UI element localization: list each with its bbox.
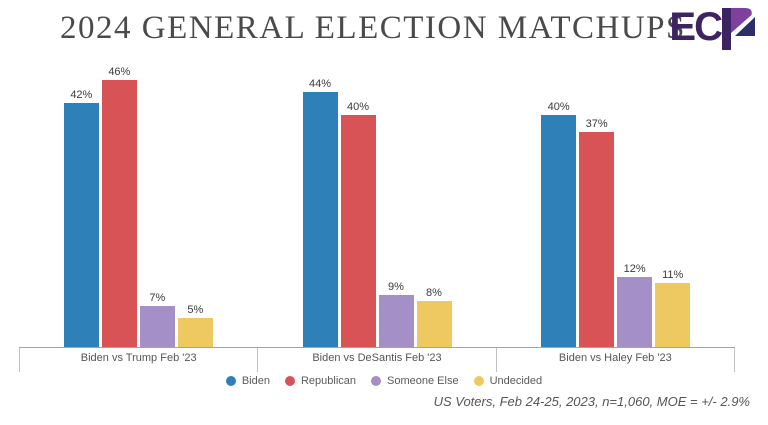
bar-group-1: 42% 46% 7% 5% xyxy=(19,57,258,347)
bar-wrap-republican: 46% xyxy=(101,57,137,347)
bar-value-label: 42% xyxy=(70,89,93,102)
legend-item-biden: Biden xyxy=(225,375,270,387)
plot-area: 42% 46% 7% 5% 44% 40% 9% 8% 40% 37% 12% 11% xyxy=(19,57,735,347)
bar-value-label: 9% xyxy=(388,280,404,293)
election-matchups-chart: 42% 46% 7% 5% 44% 40% 9% 8% 40% 37% 12% 11% Biden v… xyxy=(19,57,735,372)
bar-biden xyxy=(302,91,338,347)
legend-item-someone-else: Someone Else xyxy=(371,375,459,387)
bar-wrap-biden: 42% xyxy=(63,57,99,347)
bar-wrap-undecided: 11% xyxy=(655,57,691,347)
legend-label: Undecided xyxy=(489,375,543,387)
legend-dot-icon xyxy=(225,376,236,386)
bar-group-3: 40% 37% 12% 11% xyxy=(496,57,735,347)
bar-republican xyxy=(579,132,615,347)
bar-someone-else xyxy=(139,306,175,347)
bar-value-label: 11% xyxy=(662,269,684,282)
bar-republican xyxy=(101,80,137,347)
header: 2024 GENERAL ELECTION MATCHUPS EC xyxy=(0,0,768,57)
legend-dot-icon xyxy=(371,376,382,386)
x-axis: Biden vs Trump Feb '23 Biden vs DeSantis … xyxy=(19,347,735,372)
bar-wrap-republican: 40% xyxy=(340,57,376,347)
legend-label: Biden xyxy=(241,375,270,387)
bar-value-label: 40% xyxy=(547,101,570,113)
logo-p-icon xyxy=(722,8,755,50)
legend-dot-icon xyxy=(284,376,295,386)
category-label: Biden vs Trump Feb '23 xyxy=(19,348,257,372)
bar-biden xyxy=(63,103,99,347)
bar-wrap-republican: 37% xyxy=(579,57,615,347)
bar-value-label: 40% xyxy=(346,101,370,113)
bar-value-label: 5% xyxy=(187,304,204,316)
bar-someone-else xyxy=(378,294,414,347)
legend-label: Republican xyxy=(300,375,357,387)
bar-wrap-undecided: 8% xyxy=(416,57,452,347)
bar-wrap-someone-else: 9% xyxy=(378,57,414,347)
category-label: Biden vs Haley Feb '23 xyxy=(495,348,735,372)
bar-wrap-biden: 44% xyxy=(302,57,338,347)
bar-value-label: 37% xyxy=(585,118,608,131)
legend-dot-icon xyxy=(473,376,484,386)
bar-value-label: 44% xyxy=(308,77,332,90)
bar-someone-else xyxy=(617,277,653,347)
bar-wrap-someone-else: 7% xyxy=(139,57,175,347)
bar-group-2: 44% 40% 9% 8% xyxy=(258,57,497,347)
bar-wrap-undecided: 5% xyxy=(177,57,213,347)
source-note: US Voters, Feb 24-25, 2023, n=1,060, MOE… xyxy=(433,394,750,409)
bar-wrap-biden: 40% xyxy=(541,57,577,347)
bar-republican xyxy=(340,115,376,347)
bar-biden xyxy=(541,115,577,347)
bar-undecided xyxy=(655,283,691,347)
category-label: Biden vs DeSantis Feb '23 xyxy=(257,348,495,372)
logo-ec-text: EC xyxy=(669,5,723,49)
legend-item-undecided: Undecided xyxy=(473,375,543,387)
bar-value-label: 8% xyxy=(426,286,442,299)
page-title: 2024 GENERAL ELECTION MATCHUPS xyxy=(60,10,686,46)
legend: Biden Republican Someone Else Undecided xyxy=(0,375,768,387)
bar-value-label: 46% xyxy=(108,66,131,79)
bar-value-label: 7% xyxy=(149,292,166,305)
legend-item-republican: Republican xyxy=(284,375,357,387)
legend-label: Someone Else xyxy=(387,375,459,387)
bar-wrap-someone-else: 12% xyxy=(617,57,653,347)
bar-undecided xyxy=(177,318,213,347)
bar-undecided xyxy=(416,300,452,347)
bar-value-label: 12% xyxy=(623,263,646,276)
ecp-logo: EC xyxy=(669,7,755,50)
